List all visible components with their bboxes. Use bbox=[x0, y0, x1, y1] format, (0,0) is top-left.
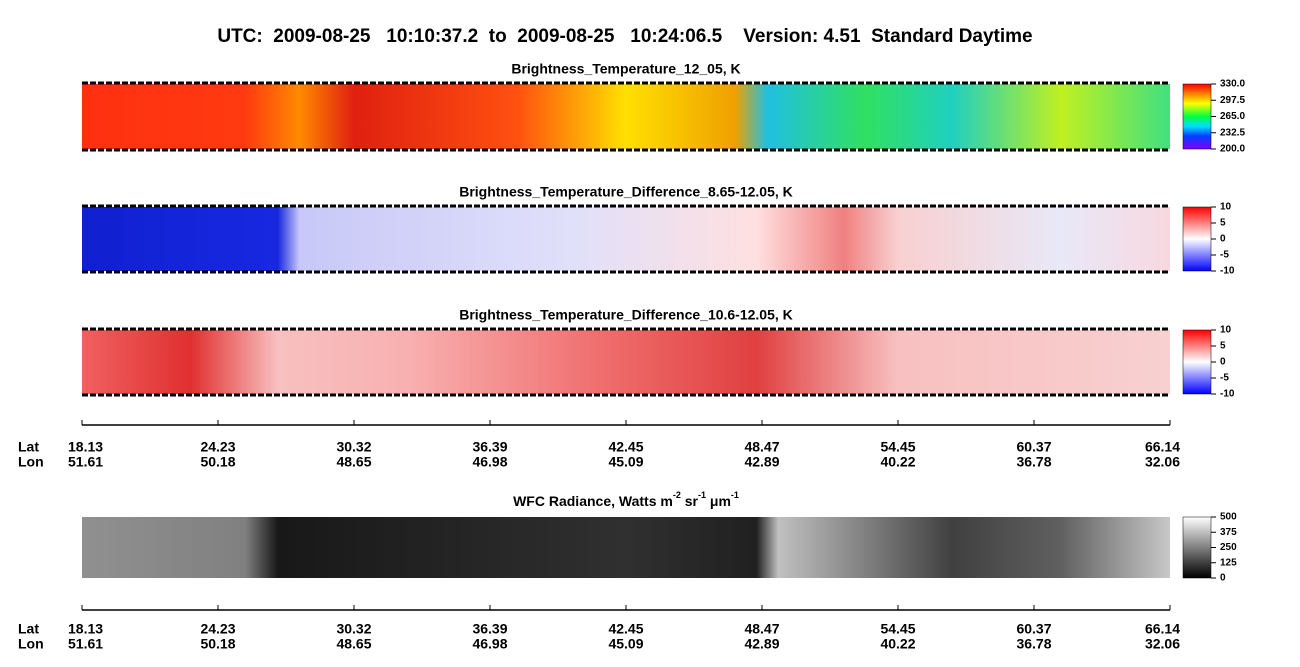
colorbar-tick-label: 297.5 bbox=[1220, 95, 1245, 106]
title-part: WFC Radiance, Watts m bbox=[513, 493, 673, 509]
swath-image bbox=[82, 517, 1170, 578]
colorbar-tick-label: 0 bbox=[1220, 573, 1226, 584]
colorbar-tick-label: 250 bbox=[1220, 542, 1237, 553]
colorbar bbox=[1182, 329, 1212, 395]
panel-title: WFC Radiance, Watts m-2 sr-1 μm-1 bbox=[513, 490, 739, 508]
lat-value: 42.45 bbox=[608, 621, 643, 637]
lat-value: 36.39 bbox=[472, 439, 507, 455]
swath-image bbox=[82, 84, 1170, 149]
swath-image bbox=[82, 330, 1170, 394]
lon-value: 45.09 bbox=[608, 636, 643, 652]
colorbar bbox=[1182, 516, 1212, 579]
lat-axis-label: Lat bbox=[18, 439, 39, 455]
lat-value: 60.37 bbox=[1016, 439, 1051, 455]
lat-value: 48.47 bbox=[744, 621, 779, 637]
colorbar-tick-label: -5 bbox=[1220, 250, 1229, 261]
superscript: -1 bbox=[698, 490, 706, 500]
lon-value: 48.65 bbox=[336, 636, 371, 652]
lon-value: 32.06 bbox=[1145, 454, 1180, 470]
colorbar-tick-label: 500 bbox=[1220, 512, 1237, 523]
lon-value: 50.18 bbox=[200, 454, 235, 470]
colorbar-tick-label: 0 bbox=[1220, 234, 1226, 245]
lat-value: 30.32 bbox=[336, 621, 371, 637]
lat-axis-label: Lat bbox=[18, 621, 39, 637]
lon-value: 46.98 bbox=[472, 636, 507, 652]
title-part: μm bbox=[706, 493, 731, 509]
panel-title: Brightness_Temperature_Difference_8.65-1… bbox=[459, 184, 793, 200]
colorbar-tick-label: 330.0 bbox=[1220, 79, 1245, 90]
colorbar-tick-label: 375 bbox=[1220, 527, 1237, 538]
lon-value: 46.98 bbox=[472, 454, 507, 470]
lat-value: 66.14 bbox=[1145, 439, 1180, 455]
lon-axis-label: Lon bbox=[18, 636, 44, 652]
lat-value: 54.45 bbox=[880, 621, 915, 637]
colorbar-tick-label: 0 bbox=[1220, 357, 1226, 368]
lon-value: 48.65 bbox=[336, 454, 371, 470]
lat-value: 42.45 bbox=[608, 439, 643, 455]
lon-value: 51.61 bbox=[68, 454, 103, 470]
lon-value: 40.22 bbox=[880, 454, 915, 470]
lon-value: 45.09 bbox=[608, 454, 643, 470]
lat-value: 54.45 bbox=[880, 439, 915, 455]
lon-value: 50.18 bbox=[200, 636, 235, 652]
panel-title: Brightness_Temperature_12_05, K bbox=[511, 61, 740, 77]
colorbar bbox=[1182, 83, 1212, 150]
lon-value: 32.06 bbox=[1145, 636, 1180, 652]
lon-value: 36.78 bbox=[1016, 636, 1051, 652]
lat-value: 36.39 bbox=[472, 621, 507, 637]
lat-value: 18.13 bbox=[68, 439, 103, 455]
colorbar-tick-label: 125 bbox=[1220, 557, 1237, 568]
colorbar-tick-label: -10 bbox=[1220, 266, 1235, 277]
lat-value: 24.23 bbox=[200, 621, 235, 637]
lat-value: 18.13 bbox=[68, 621, 103, 637]
lat-value: 48.47 bbox=[744, 439, 779, 455]
panel-title: Brightness_Temperature_Difference_10.6-1… bbox=[459, 307, 793, 323]
title-part: sr bbox=[681, 493, 699, 509]
lon-value: 36.78 bbox=[1016, 454, 1051, 470]
lon-axis-label: Lon bbox=[18, 454, 44, 470]
lat-value: 60.37 bbox=[1016, 621, 1051, 637]
colorbar-tick-label: 232.5 bbox=[1220, 127, 1245, 138]
lon-value: 40.22 bbox=[880, 636, 915, 652]
colorbar-tick-label: -5 bbox=[1220, 373, 1229, 384]
colorbar-tick-label: -10 bbox=[1220, 389, 1235, 400]
colorbar-tick-label: 200.0 bbox=[1220, 144, 1245, 155]
lon-value: 42.89 bbox=[744, 636, 779, 652]
colorbar bbox=[1182, 206, 1212, 272]
colorbar-tick-label: 10 bbox=[1220, 325, 1232, 336]
superscript: -1 bbox=[731, 490, 739, 500]
colorbar-tick-label: 10 bbox=[1220, 202, 1232, 213]
superscript: -2 bbox=[673, 490, 681, 500]
lat-value: 66.14 bbox=[1145, 621, 1180, 637]
swath-image bbox=[82, 207, 1170, 271]
lon-value: 51.61 bbox=[68, 636, 103, 652]
lat-value: 30.32 bbox=[336, 439, 371, 455]
colorbar-tick-label: 5 bbox=[1220, 341, 1226, 352]
lat-value: 24.23 bbox=[200, 439, 235, 455]
lon-value: 42.89 bbox=[744, 454, 779, 470]
page-title: UTC: 2009-08-25 10:10:37.2 to 2009-08-25… bbox=[217, 26, 1032, 47]
colorbar-tick-label: 5 bbox=[1220, 218, 1226, 229]
colorbar-tick-label: 265.0 bbox=[1220, 111, 1245, 122]
